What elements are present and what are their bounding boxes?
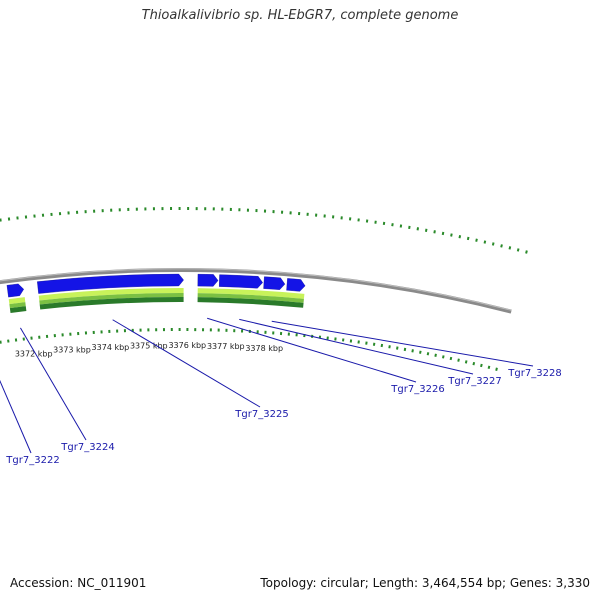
gc-band-light bbox=[38, 288, 184, 301]
backbone-highlight bbox=[0, 268, 512, 311]
outer-tick bbox=[416, 227, 420, 231]
kbp-label-track: 3372 kbp 3373 kbp 3374 kbp 3375 kbp 3376 kbp… bbox=[15, 341, 283, 359]
kbp-label: 3378 kbp bbox=[245, 344, 283, 353]
kbp-label: 3373 kbp bbox=[53, 346, 91, 355]
outer-tick bbox=[441, 231, 445, 236]
gene-label: Tgr7_3227 bbox=[447, 376, 501, 387]
kbp-label: 3376 kbp bbox=[168, 341, 206, 350]
gc-band-mid bbox=[197, 293, 304, 303]
outer-tick bbox=[424, 228, 428, 232]
inner-tick bbox=[464, 360, 468, 364]
inner-tick bbox=[434, 353, 437, 357]
gene-label-track: Tgr7_3222Tgr7_3224Tgr7_3225Tgr7_3226Tgr7… bbox=[0, 317, 562, 466]
gc-band-dark bbox=[9, 306, 27, 314]
outer-tick bbox=[466, 236, 470, 241]
inner-tick bbox=[419, 350, 422, 354]
kbp-label: 3375 kbp bbox=[130, 341, 168, 350]
inner-tick bbox=[472, 361, 476, 366]
gene-arrow bbox=[197, 273, 219, 287]
gc-band-mid bbox=[39, 293, 184, 305]
outer-tick bbox=[491, 242, 495, 246]
gene-label: Tgr7_3226 bbox=[390, 384, 444, 395]
kbp-label: 3372 kbp bbox=[15, 350, 53, 359]
gene-leader-line bbox=[19, 327, 87, 441]
gene-label: Tgr7_3222 bbox=[5, 455, 59, 466]
gc-band-mid bbox=[9, 302, 26, 309]
inner-tick bbox=[426, 352, 430, 356]
gene-arrow bbox=[286, 278, 306, 292]
kbp-label: 3377 kbp bbox=[207, 342, 245, 351]
gene-arrow bbox=[37, 273, 184, 294]
outer-tick bbox=[516, 248, 520, 252]
inner-tick-track bbox=[0, 327, 498, 371]
accession-text: Accession: NC_011901 bbox=[10, 576, 147, 590]
gene-leader-line bbox=[239, 318, 474, 375]
outer-tick bbox=[483, 240, 487, 244]
gene-leader-line bbox=[271, 320, 534, 367]
inner-tick bbox=[495, 367, 498, 371]
inner-tick bbox=[487, 365, 491, 370]
inner-tick bbox=[480, 363, 483, 368]
inner-tick bbox=[449, 356, 453, 361]
outer-tick bbox=[458, 235, 462, 239]
inner-tick bbox=[457, 358, 460, 362]
gene-label: Tgr7_3225 bbox=[234, 409, 288, 420]
outer-tick bbox=[525, 250, 528, 254]
gc-content-track bbox=[8, 288, 305, 314]
inner-tick bbox=[411, 349, 414, 353]
outer-tick bbox=[475, 238, 478, 242]
outer-tick bbox=[450, 233, 453, 237]
kbp-label: 3374 kbp bbox=[92, 343, 130, 352]
outer-tick-track bbox=[0, 206, 528, 254]
gene-label: Tgr7_3228 bbox=[507, 368, 561, 379]
genome-backbone bbox=[0, 268, 512, 314]
inner-tick bbox=[442, 355, 445, 359]
gc-band-light bbox=[8, 297, 26, 305]
outer-tick bbox=[500, 244, 503, 248]
gene-arrow bbox=[219, 274, 263, 289]
gene-leader-line bbox=[0, 379, 32, 454]
topology-text: Topology: circular; Length: 3,464,554 bp… bbox=[260, 576, 590, 590]
gene-arrow bbox=[6, 283, 24, 298]
gene-leader-line bbox=[207, 317, 417, 383]
gc-band-dark bbox=[39, 297, 184, 310]
gc-band-light bbox=[197, 288, 305, 299]
gene-track bbox=[6, 273, 306, 298]
gene-label: Tgr7_3224 bbox=[60, 442, 114, 453]
outer-tick bbox=[508, 246, 512, 250]
gc-band-dark bbox=[197, 297, 304, 308]
gene-leader-line bbox=[112, 319, 261, 408]
outer-tick bbox=[433, 230, 436, 234]
inner-tick bbox=[403, 347, 407, 352]
inner-tick bbox=[396, 346, 399, 350]
backbone-arc bbox=[0, 268, 512, 314]
gene-arrow bbox=[263, 276, 286, 290]
map-title: Thioalkalivibrio sp. HL-EbGR7, complete … bbox=[141, 8, 459, 23]
